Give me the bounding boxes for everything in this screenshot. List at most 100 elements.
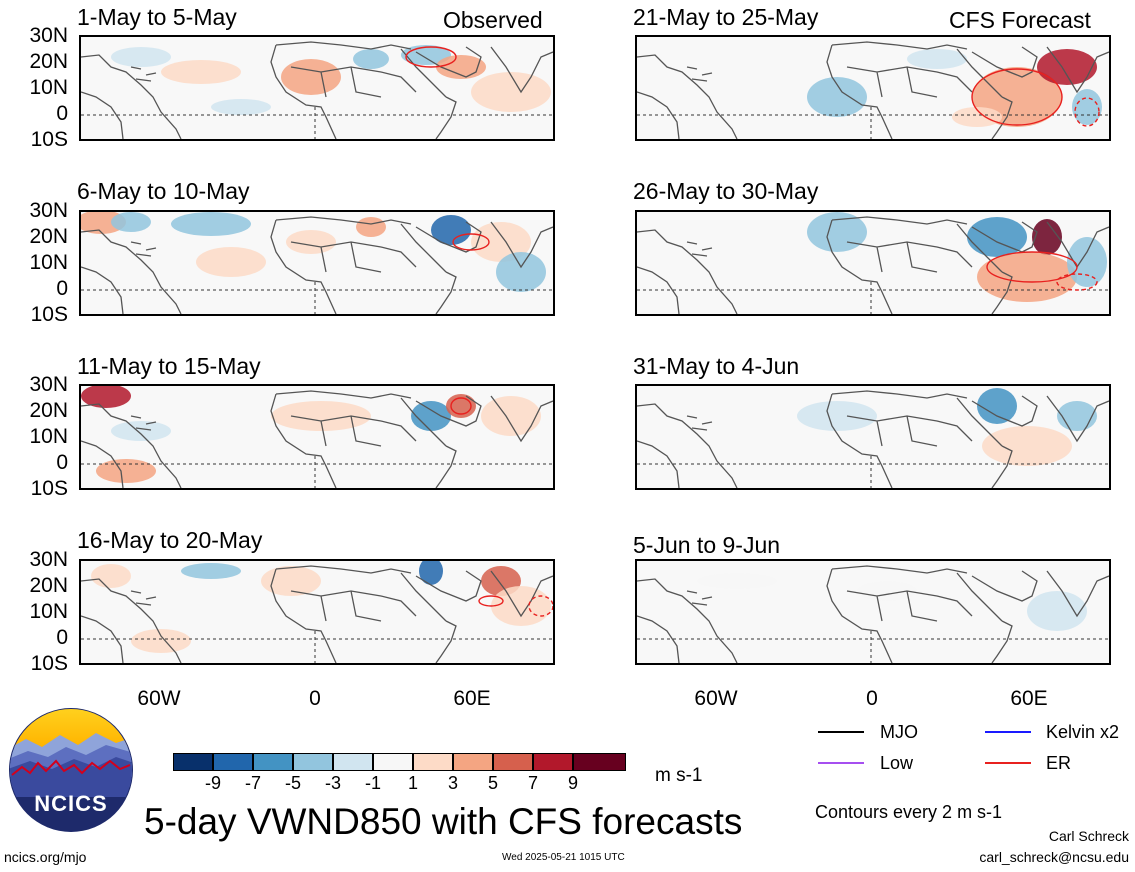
coastline [1046, 46, 1109, 94]
anomaly-shading [281, 59, 341, 95]
colorbar-label: 9 [567, 773, 579, 793]
lat-label: 20N [29, 574, 68, 597]
anomaly-shading [481, 396, 541, 436]
footer-email: carl_schreck@ncsu.edu [979, 849, 1129, 865]
anomaly-shading [419, 561, 443, 585]
er-contour [528, 595, 553, 617]
coastline [826, 44, 893, 139]
lon-label: 60E [1010, 687, 1048, 710]
map-panel-1 [79, 35, 555, 141]
anomaly-shading [286, 230, 336, 254]
er-contour [1056, 273, 1098, 291]
coastline [290, 241, 417, 273]
anomaly-shading [353, 49, 389, 69]
coastline [400, 46, 482, 98]
legend-label-kelvin: Kelvin x2 [1046, 722, 1120, 742]
colorbar-swatch [493, 753, 533, 771]
panel-tag-forecast: CFS Forecast [949, 7, 1091, 33]
coastline [490, 570, 553, 618]
anomaly-shading [431, 215, 471, 245]
anomaly-shading [211, 99, 271, 115]
colorbar-swatch [533, 753, 573, 771]
coastline [275, 216, 412, 225]
coastline [956, 570, 1038, 622]
colorbar-swatch [213, 753, 253, 771]
coastline [991, 96, 1013, 139]
main-title: 5-day VWND850 with CFS forecasts [144, 801, 743, 842]
coastline [1046, 221, 1109, 269]
map-panel-7 [79, 559, 555, 665]
lat-label: 10N [29, 251, 68, 274]
coastline [275, 390, 412, 399]
anomaly-shading [907, 49, 967, 69]
anomaly-shading [1072, 89, 1102, 125]
anomaly-shading [1032, 219, 1062, 255]
lat-label: 20N [29, 225, 68, 248]
coastline [270, 568, 337, 663]
lat-label: 10S [30, 477, 68, 500]
er-contour [1074, 97, 1100, 127]
coastline [637, 229, 738, 314]
anomaly-shading [1037, 49, 1097, 85]
coastline [637, 403, 738, 488]
coastline [1046, 395, 1109, 443]
colorbar-swatch [173, 753, 213, 771]
map-canvas [637, 388, 1109, 488]
map-canvas [81, 561, 553, 663]
lon-label: 60E [453, 687, 491, 710]
coastline [81, 91, 124, 139]
legend-line-kelvin [985, 731, 1031, 733]
panel-title-5: 11-May to 15-May [77, 353, 261, 379]
coastline [270, 219, 337, 314]
anomaly-shading [491, 586, 551, 626]
lat-label: 30N [29, 199, 68, 222]
coastline [490, 46, 553, 94]
coastline [435, 445, 457, 488]
coastline [130, 241, 157, 257]
anomaly-shading [1057, 401, 1097, 431]
footer-author: Carl Schreck [1048, 828, 1129, 844]
coastline [435, 271, 457, 314]
anomaly-shading [1027, 591, 1087, 631]
lat-label: 10N [29, 425, 68, 448]
anomaly-shading [496, 252, 546, 292]
footer-timestamp: Wed 2025-05-21 1015 UTC [502, 852, 625, 863]
panel-title-7: 16-May to 20-May [77, 527, 263, 553]
anomaly-shading [977, 388, 1017, 424]
colorbar-swatch [333, 753, 373, 771]
colorbar-swatch [373, 753, 413, 771]
coastline [1046, 570, 1109, 618]
lat-label: 0 [56, 102, 68, 125]
legend-label-low: Low [880, 753, 914, 773]
coastline [275, 565, 412, 574]
coastline [956, 395, 1038, 447]
coastline [81, 615, 124, 663]
coastline [637, 615, 680, 663]
coastline [400, 570, 482, 622]
coastline [686, 590, 713, 606]
lat-label: 20N [29, 399, 68, 422]
lon-label: 60W [694, 687, 738, 710]
map-panel-2 [635, 35, 1111, 141]
lon-label: 0 [309, 687, 321, 710]
coastline [846, 66, 973, 98]
panel-title-2: 21-May to 25-May [633, 4, 819, 30]
coastline [81, 54, 182, 139]
legend-note: Contours every 2 m s-1 [815, 802, 1003, 822]
map-canvas [637, 212, 1109, 314]
coastline [270, 393, 337, 488]
coastline [400, 395, 482, 447]
er-contour [450, 397, 472, 415]
lat-label: 0 [56, 277, 68, 300]
colorbar-label: -9 [204, 773, 222, 793]
coastline [81, 440, 124, 488]
coastline [956, 46, 1038, 98]
colorbar-swatch [453, 753, 493, 771]
anomaly-shading [471, 72, 551, 112]
anomaly-shading [797, 401, 877, 431]
coastline [81, 229, 182, 314]
map-canvas [637, 565, 1109, 663]
coastline [826, 568, 893, 663]
coastline [991, 620, 1013, 663]
coastline [490, 221, 553, 269]
